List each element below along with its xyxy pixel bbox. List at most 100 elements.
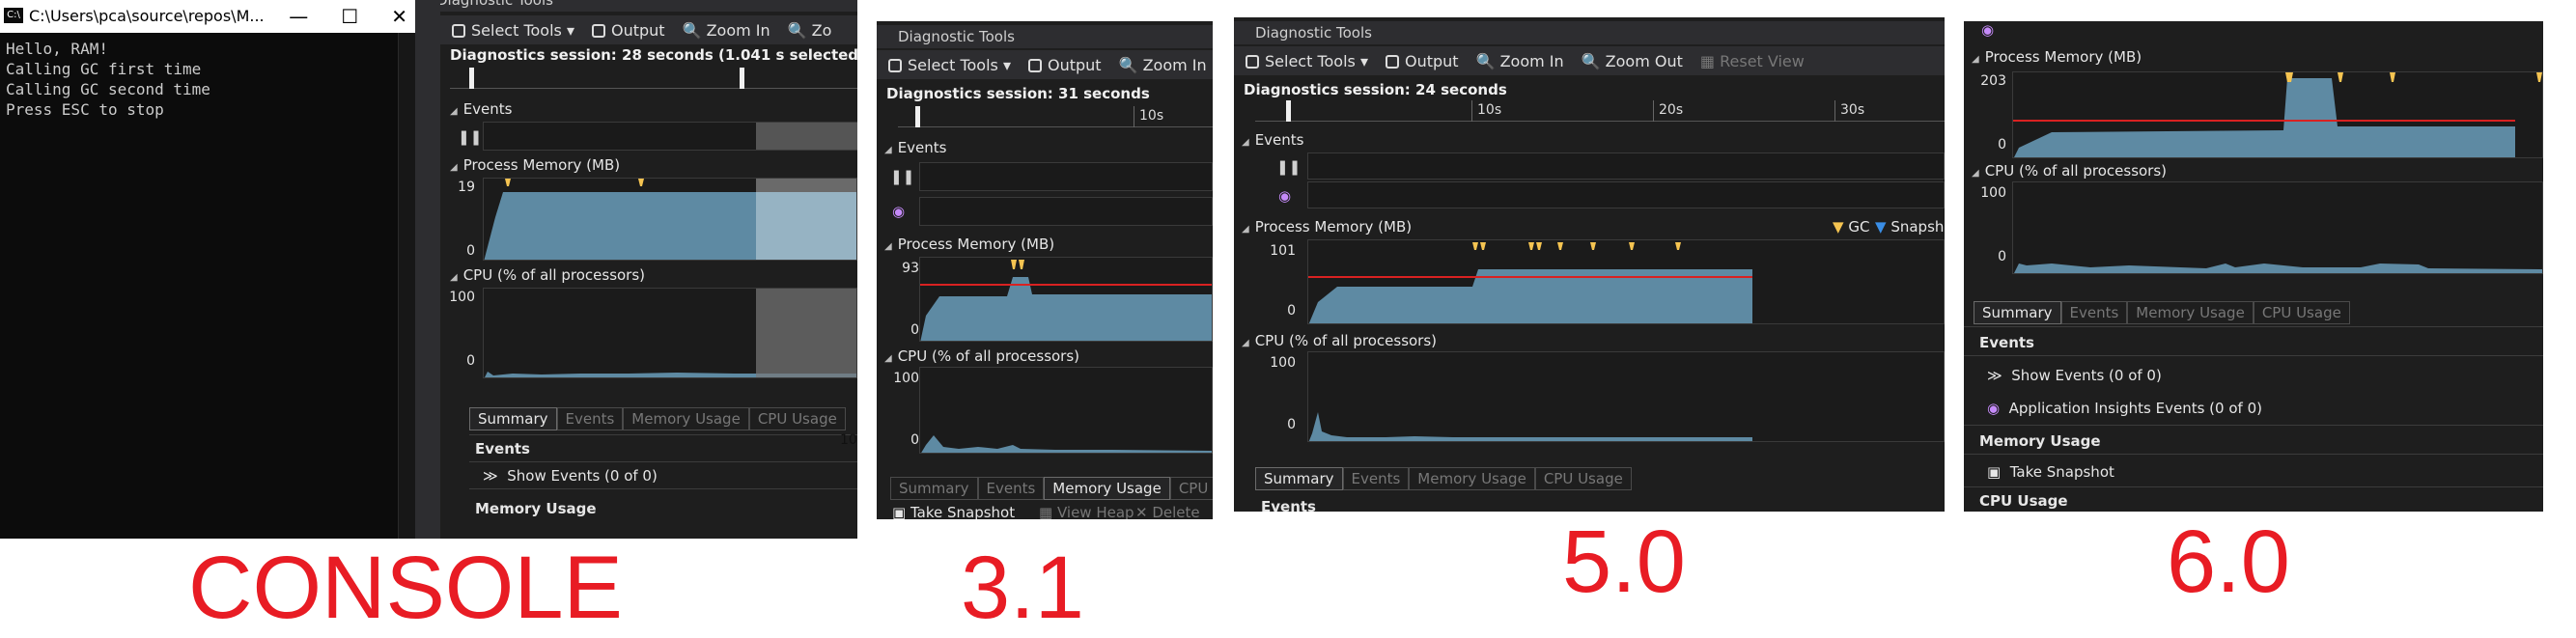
app-insights-events-link[interactable]: ◉ Application Insights Events (0 of 0)	[1987, 400, 2262, 417]
events-section-header[interactable]: Events	[450, 100, 513, 118]
delete-button[interactable]: ✕ Delete	[1135, 504, 1200, 519]
selection-handle-left[interactable]	[469, 68, 474, 89]
timeline-ruler[interactable]: 10s 20s 30s	[1255, 100, 1945, 122]
cpu-graph[interactable]	[2012, 181, 2543, 274]
gc-marker-icon	[2536, 72, 2542, 82]
gc-marker-icon	[2338, 72, 2343, 82]
output-button[interactable]: Output	[591, 21, 665, 40]
tab-events[interactable]: Events	[1342, 467, 1410, 490]
insights-icon: ◉	[1278, 187, 1292, 205]
memory-section-header[interactable]: Process Memory (MB)	[884, 236, 1054, 253]
zoom-in-button[interactable]: 🔍 Zoom In	[1475, 51, 1564, 70]
events-lane[interactable]	[1307, 153, 1945, 180]
take-snapshot-button[interactable]: ▣ Take Snapshot	[892, 504, 1016, 519]
take-snapshot-button[interactable]: ▣ Take Snapshot	[1987, 463, 2114, 481]
view-heap-button[interactable]: ▦ View Heap	[1039, 504, 1134, 519]
gc-marker-icon	[1590, 242, 1596, 250]
events-section-header[interactable]: Events	[1242, 131, 1304, 149]
tab-cpu-usage[interactable]: CPU Usage	[1169, 477, 1213, 500]
cpu-section-header[interactable]: CPU (% of all processors)	[450, 266, 645, 284]
cpu-graph[interactable]	[919, 367, 1213, 454]
tab-summary[interactable]: Summary	[1974, 301, 2061, 324]
cpu-usage-header: CPU Usage	[1979, 492, 2068, 510]
zoom-in-button[interactable]: 🔍 Zoom In	[682, 20, 770, 40]
tab-memory-usage[interactable]: Memory Usage	[623, 407, 749, 430]
memory-graph[interactable]	[2012, 71, 2543, 158]
insights-lane[interactable]	[1307, 181, 1945, 208]
cpu-graph[interactable]	[483, 288, 857, 378]
zoom-out-icon: 🔍	[1581, 51, 1601, 70]
session-info: Diagnostics session: 28 seconds (1.041 s…	[450, 46, 857, 64]
tab-events[interactable]: Events	[977, 477, 1045, 500]
console-window: C:\ C:\Users\pca\source\repos\M... — ☐ ✕…	[0, 0, 415, 539]
show-events-link[interactable]: ≫ Show Events (0 of 0)	[1987, 367, 2162, 384]
tab-cpu-usage[interactable]: CPU Usage	[1534, 467, 1632, 490]
tab-cpu-usage[interactable]: CPU Usage	[748, 407, 846, 430]
left-gutter	[415, 0, 440, 539]
maximize-icon[interactable]: ☐	[341, 5, 359, 28]
memory-graph[interactable]	[1307, 239, 1945, 324]
output-icon	[1385, 54, 1399, 69]
show-events-link[interactable]: ≫ Show Events (0 of 0)	[483, 467, 658, 485]
cpu-section-header[interactable]: CPU (% of all processors)	[1972, 162, 2167, 180]
select-tools-button[interactable]: Select Tools ▾	[1246, 52, 1368, 70]
caption-6-0: 6.0	[2167, 513, 2290, 611]
events-section-header[interactable]: Events	[884, 139, 947, 156]
memory-min-label: 0	[466, 243, 475, 259]
cpu-section-header[interactable]: CPU (% of all processors)	[884, 347, 1079, 365]
timeline-ruler[interactable]	[450, 68, 857, 89]
zoom-in-icon: 🔍	[682, 20, 702, 40]
reset-view-button[interactable]: ▦ Reset View	[1699, 51, 1805, 70]
memory-section-header[interactable]: Process Memory (MB)	[1242, 218, 1412, 236]
zoom-out-button[interactable]: 🔍 Zo	[787, 20, 832, 40]
tab-summary[interactable]: Summary	[469, 407, 557, 430]
output-button[interactable]: Output	[1027, 56, 1102, 74]
tab-events[interactable]: Events	[556, 407, 624, 430]
tab-summary[interactable]: Summary	[890, 477, 978, 500]
tab-events[interactable]: Events	[2060, 301, 2128, 324]
memory-min-label: 0	[1998, 137, 2006, 153]
console-title-bar: C:\ C:\Users\pca\source\repos\M... — ☐ ✕	[0, 0, 415, 33]
close-icon[interactable]: ✕	[391, 5, 407, 28]
selection-handle-right[interactable]	[740, 68, 744, 89]
divider	[1964, 454, 2543, 455]
insights-lane[interactable]	[919, 197, 1213, 226]
selection-handle[interactable]	[1286, 100, 1291, 122]
divider	[1964, 425, 2543, 426]
panel-title: Diagnostic Tools	[877, 25, 1213, 48]
output-button[interactable]: Output	[1385, 52, 1459, 70]
memory-section-header[interactable]: Process Memory (MB)	[450, 156, 620, 174]
divider	[1964, 326, 2543, 327]
output-icon	[591, 23, 605, 38]
memory-graph[interactable]	[483, 178, 857, 261]
console-scrollbar[interactable]	[398, 33, 415, 539]
zoom-out-button[interactable]: 🔍 Zoom Out	[1581, 51, 1683, 70]
cpu-graph[interactable]	[1307, 351, 1945, 442]
tab-memory-usage[interactable]: Memory Usage	[1409, 467, 1535, 490]
gc-marker-icon	[1472, 242, 1478, 250]
select-tools-button[interactable]: Select Tools ▾	[452, 21, 574, 40]
tab-memory-usage[interactable]: Memory Usage	[2127, 301, 2254, 324]
select-tools-button[interactable]: Select Tools ▾	[888, 56, 1011, 74]
memory-section-header[interactable]: Process Memory (MB)	[1972, 48, 2142, 66]
memory-graph[interactable]	[919, 257, 1213, 342]
diagnostic-tools-panel-4: ◉ Process Memory (MB) 203 0 CPU (% of al…	[1964, 21, 2543, 512]
zoom-in-button[interactable]: 🔍 Zoom In	[1118, 55, 1207, 74]
selection-handle[interactable]	[915, 106, 920, 127]
selection-overlay	[756, 123, 857, 150]
diagnostic-tools-panel-2: Diagnostic Tools Select Tools ▾ Output 🔍…	[877, 21, 1213, 519]
gc-marker-icon	[2285, 72, 2293, 82]
tab-memory-usage[interactable]: Memory Usage	[1044, 477, 1170, 500]
events-lane[interactable]	[483, 122, 857, 151]
gc-marker-icon	[1480, 242, 1486, 250]
cpu-section-header[interactable]: CPU (% of all processors)	[1242, 332, 1437, 349]
tab-summary[interactable]: Summary	[1255, 467, 1343, 490]
timeline-ruler[interactable]: 10s	[898, 106, 1213, 127]
events-lane[interactable]	[919, 162, 1213, 191]
tick	[1471, 100, 1472, 122]
divider	[1964, 486, 2543, 487]
pause-icon: ❚❚	[890, 168, 915, 185]
zoom-out-icon: 🔍	[787, 20, 807, 40]
tab-cpu-usage[interactable]: CPU Usage	[2253, 301, 2350, 324]
minimize-icon[interactable]: —	[289, 5, 309, 28]
